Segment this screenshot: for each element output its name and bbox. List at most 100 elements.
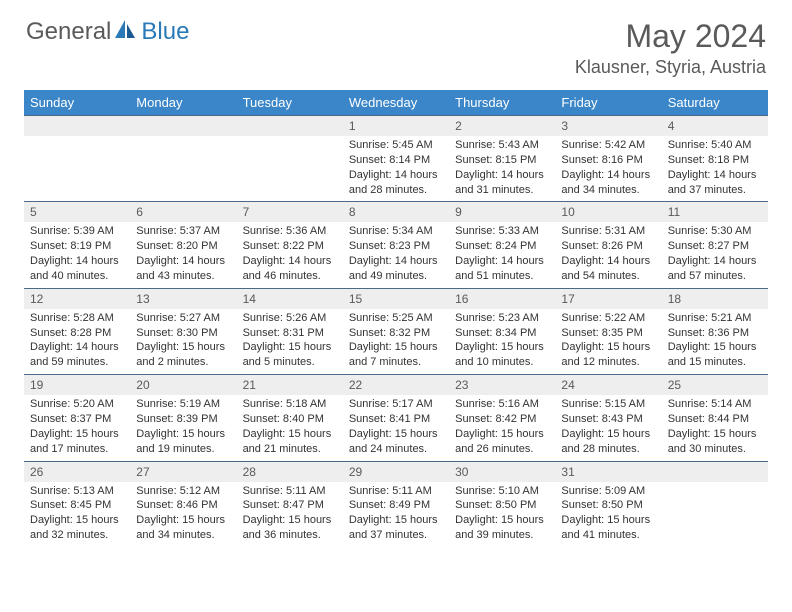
day-details: Sunrise: 5:12 AMSunset: 8:46 PMDaylight:… [130, 482, 236, 547]
calendar-week: 5Sunrise: 5:39 AMSunset: 8:19 PMDaylight… [24, 202, 768, 288]
daylight-line: Daylight: 15 hours and 21 minutes. [243, 427, 337, 457]
calendar-cell: 13Sunrise: 5:27 AMSunset: 8:30 PMDayligh… [130, 288, 236, 374]
weekday-header: Tuesday [237, 90, 343, 116]
day-number: 5 [24, 202, 130, 222]
sunrise-line: Sunrise: 5:43 AM [455, 138, 549, 153]
day-details: Sunrise: 5:18 AMSunset: 8:40 PMDaylight:… [237, 395, 343, 460]
brand-logo: General Blue [26, 18, 189, 46]
page-header: General Blue May 2024 Klausner, Styria, … [0, 0, 792, 86]
calendar-cell: 1Sunrise: 5:45 AMSunset: 8:14 PMDaylight… [343, 116, 449, 202]
day-number: 28 [237, 462, 343, 482]
daylight-line: Daylight: 15 hours and 39 minutes. [455, 513, 549, 543]
sunset-line: Sunset: 8:36 PM [668, 326, 762, 341]
day-number: 17 [555, 289, 661, 309]
day-details: Sunrise: 5:34 AMSunset: 8:23 PMDaylight:… [343, 222, 449, 287]
weekday-header: Friday [555, 90, 661, 116]
day-details: Sunrise: 5:31 AMSunset: 8:26 PMDaylight:… [555, 222, 661, 287]
daylight-line: Daylight: 15 hours and 28 minutes. [561, 427, 655, 457]
day-details: Sunrise: 5:42 AMSunset: 8:16 PMDaylight:… [555, 136, 661, 201]
daylight-line: Daylight: 14 hours and 34 minutes. [561, 168, 655, 198]
day-details: Sunrise: 5:25 AMSunset: 8:32 PMDaylight:… [343, 309, 449, 374]
sunset-line: Sunset: 8:27 PM [668, 239, 762, 254]
day-number: 4 [662, 116, 768, 136]
day-number: 31 [555, 462, 661, 482]
day-details: Sunrise: 5:37 AMSunset: 8:20 PMDaylight:… [130, 222, 236, 287]
day-number: 29 [343, 462, 449, 482]
sunrise-line: Sunrise: 5:26 AM [243, 311, 337, 326]
day-number: 7 [237, 202, 343, 222]
daylight-line: Daylight: 15 hours and 17 minutes. [30, 427, 124, 457]
sunset-line: Sunset: 8:18 PM [668, 153, 762, 168]
sunset-line: Sunset: 8:41 PM [349, 412, 443, 427]
sunset-line: Sunset: 8:44 PM [668, 412, 762, 427]
daylight-line: Daylight: 15 hours and 5 minutes. [243, 340, 337, 370]
calendar-cell: 14 Sunrise: 5:26 AMSunset: 8:31 PMDayligh… [237, 288, 343, 374]
day-number: 14 [237, 289, 343, 309]
weekday-header: Wednesday [343, 90, 449, 116]
weekday-header: Sunday [24, 90, 130, 116]
calendar-cell [130, 116, 236, 202]
sunrise-line: Sunrise: 5:39 AM [30, 224, 124, 239]
daylight-line: Daylight: 15 hours and 32 minutes. [30, 513, 124, 543]
sunrise-line: Sunrise: 5:14 AM [668, 397, 762, 412]
sunset-line: Sunset: 8:47 PM [243, 498, 337, 513]
day-details: Sunrise: 5:27 AMSunset: 8:30 PMDaylight:… [130, 309, 236, 374]
sunset-line: Sunset: 8:46 PM [136, 498, 230, 513]
calendar-cell: 28 Sunrise: 5:11 AMSunset: 8:47 PMDayligh… [237, 461, 343, 547]
calendar-cell: 10Sunrise: 5:31 AMSunset: 8:26 PMDayligh… [555, 202, 661, 288]
sunset-line: Sunset: 8:22 PM [243, 239, 337, 254]
daylight-line: Daylight: 15 hours and 41 minutes. [561, 513, 655, 543]
sunset-line: Sunset: 8:31 PM [243, 326, 337, 341]
sunrise-line: Sunrise: 5:11 AM [243, 484, 337, 499]
calendar-cell: 20Sunrise: 5:19 AMSunset: 8:39 PMDayligh… [130, 375, 236, 461]
day-number: 26 [24, 462, 130, 482]
daylight-line: Daylight: 15 hours and 26 minutes. [455, 427, 549, 457]
daylight-line: Daylight: 15 hours and 2 minutes. [136, 340, 230, 370]
calendar-cell: 23Sunrise: 5:16 AMSunset: 8:42 PMDayligh… [449, 375, 555, 461]
day-number: 16 [449, 289, 555, 309]
day-number: 12 [24, 289, 130, 309]
day-details: Sunrise: 5:09 AMSunset: 8:50 PMDaylight:… [555, 482, 661, 547]
sunset-line: Sunset: 8:26 PM [561, 239, 655, 254]
sunrise-line: Sunrise: 5:31 AM [561, 224, 655, 239]
day-details: Sunrise: 5:20 AMSunset: 8:37 PMDaylight:… [24, 395, 130, 460]
day-number: 18 [662, 289, 768, 309]
day-number: 15 [343, 289, 449, 309]
day-details: Sunrise: 5:39 AMSunset: 8:19 PMDaylight:… [24, 222, 130, 287]
daylight-line: Daylight: 14 hours and 46 minutes. [243, 254, 337, 284]
day-details: Sunrise: 5:17 AMSunset: 8:41 PMDaylight:… [343, 395, 449, 460]
sunset-line: Sunset: 8:16 PM [561, 153, 655, 168]
day-number: 10 [555, 202, 661, 222]
day-number: 13 [130, 289, 236, 309]
daylight-line: Daylight: 15 hours and 24 minutes. [349, 427, 443, 457]
sunset-line: Sunset: 8:45 PM [30, 498, 124, 513]
daylight-line: Daylight: 15 hours and 34 minutes. [136, 513, 230, 543]
calendar-cell: 15Sunrise: 5:25 AMSunset: 8:32 PMDayligh… [343, 288, 449, 374]
calendar-week: 26Sunrise: 5:13 AMSunset: 8:45 PMDayligh… [24, 461, 768, 547]
calendar-body: 1Sunrise: 5:45 AMSunset: 8:14 PMDaylight… [24, 116, 768, 548]
daylight-line: Daylight: 14 hours and 57 minutes. [668, 254, 762, 284]
daylight-line: Daylight: 15 hours and 19 minutes. [136, 427, 230, 457]
calendar-cell: 30Sunrise: 5:10 AMSunset: 8:50 PMDayligh… [449, 461, 555, 547]
day-details: Sunrise: 5:15 AMSunset: 8:43 PMDaylight:… [555, 395, 661, 460]
calendar-cell: 3Sunrise: 5:42 AMSunset: 8:16 PMDaylight… [555, 116, 661, 202]
sunrise-line: Sunrise: 5:25 AM [349, 311, 443, 326]
sunset-line: Sunset: 8:39 PM [136, 412, 230, 427]
day-number: 27 [130, 462, 236, 482]
weekday-header-row: SundayMondayTuesdayWednesdayThursdayFrid… [24, 90, 768, 116]
day-number: 9 [449, 202, 555, 222]
day-number: 8 [343, 202, 449, 222]
sunrise-line: Sunrise: 5:37 AM [136, 224, 230, 239]
sunset-line: Sunset: 8:35 PM [561, 326, 655, 341]
calendar-cell: 18Sunrise: 5:21 AMSunset: 8:36 PMDayligh… [662, 288, 768, 374]
sunset-line: Sunset: 8:19 PM [30, 239, 124, 254]
sunrise-line: Sunrise: 5:36 AM [243, 224, 337, 239]
calendar-cell: 5Sunrise: 5:39 AMSunset: 8:19 PMDaylight… [24, 202, 130, 288]
day-details: Sunrise: 5:10 AMSunset: 8:50 PMDaylight:… [449, 482, 555, 547]
daylight-line: Daylight: 15 hours and 37 minutes. [349, 513, 443, 543]
daylight-line: Daylight: 15 hours and 36 minutes. [243, 513, 337, 543]
day-number: 1 [343, 116, 449, 136]
sunset-line: Sunset: 8:24 PM [455, 239, 549, 254]
sunrise-line: Sunrise: 5:22 AM [561, 311, 655, 326]
sunset-line: Sunset: 8:43 PM [561, 412, 655, 427]
